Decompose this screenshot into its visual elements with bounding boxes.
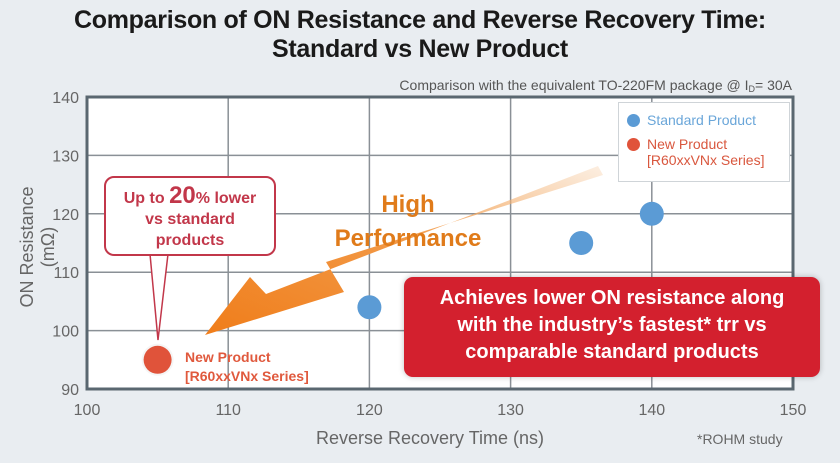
- title-line-2: Standard vs New Product: [272, 35, 568, 63]
- x-tick-label: 110: [215, 402, 241, 419]
- legend-label-new-2: [R60xxVNx Series]: [647, 152, 765, 168]
- high-performance-arrow: [205, 166, 603, 335]
- callout-percentage: 20: [169, 182, 196, 209]
- y-tick-label: 110: [53, 265, 79, 282]
- chart-title: Comparison of ON Resistance and Reverse …: [0, 6, 840, 64]
- new-dot-icon: [627, 138, 640, 151]
- x-axis-label: Reverse Recovery Time (ns): [315, 428, 545, 448]
- y-tick-label: 140: [52, 90, 79, 107]
- legend-item-standard: Standard Product: [627, 112, 756, 128]
- legend-label-standard: Standard Product: [647, 112, 756, 128]
- y-tick-label: 90: [61, 382, 79, 399]
- new-product-point-label: New Product [R60xxVNx Series]: [185, 348, 309, 386]
- legend: Standard Product New Product [R60xxVNx Se…: [618, 102, 790, 182]
- subtitle-prefix: Comparison with the equivalent TO-220FM …: [399, 77, 749, 93]
- banner-line-2: with the industry’s fastest* trr vs: [457, 314, 767, 336]
- y-tick-label: 130: [52, 148, 79, 165]
- x-tick-label: 130: [497, 402, 524, 419]
- footnote: *ROHM study: [697, 431, 783, 447]
- data-points: [141, 201, 664, 376]
- new-product-point: [143, 345, 172, 374]
- y-tick-label: 120: [52, 207, 79, 224]
- x-tick-label: 120: [356, 402, 383, 419]
- y-axis-label: ON Resistance (mΩ): [17, 186, 58, 308]
- callout-text-1: Up to: [123, 190, 170, 207]
- x-tick-labels: 100 110 120 130 140 150: [74, 402, 807, 419]
- plot-frame: [85, 95, 795, 391]
- standard-product-point: [639, 201, 664, 226]
- standard-product-point: [357, 295, 382, 320]
- callout-line-3: products: [155, 232, 225, 249]
- point-label-line-2: [R60xxVNx Series]: [185, 368, 309, 384]
- legend-label-new-1: New Product: [647, 136, 728, 152]
- point-label-line-1: New Product: [185, 349, 271, 365]
- callout-line-2: vs standard: [145, 211, 235, 228]
- x-tick-label: 150: [780, 402, 807, 419]
- standard-product-point: [569, 231, 594, 255]
- high-performance-label: High Performance: [318, 188, 498, 256]
- subtitle-suffix: = 30A: [755, 77, 792, 93]
- legend-item-new: New Product [R60xxVNx Series]: [627, 136, 764, 168]
- banner-line-1: Achieves lower ON resistance along: [439, 287, 785, 309]
- x-tick-label: 140: [638, 402, 665, 419]
- title-line-1: Comparison of ON Resistance and Reverse …: [74, 6, 766, 34]
- x-tick-label: 100: [74, 402, 101, 419]
- standard-dot-icon: [627, 114, 640, 127]
- y-tick-labels: 90 100 110 120 130 140: [52, 90, 79, 399]
- reduction-callout: Up to 20% lower vs standard products: [104, 176, 276, 256]
- high-performance-line-2: Performance: [334, 225, 482, 252]
- high-performance-line-1: High: [381, 191, 435, 218]
- callout-text-2: % lower: [195, 190, 257, 207]
- subtitle-subscript: D: [748, 84, 756, 94]
- banner-line-3: comparable standard products: [465, 341, 759, 363]
- y-tick-label: 100: [52, 324, 79, 341]
- chart-subtitle: Comparison with the equivalent TO-220FM …: [399, 77, 792, 94]
- highlight-banner: Achieves lower ON resistance along with …: [404, 277, 820, 377]
